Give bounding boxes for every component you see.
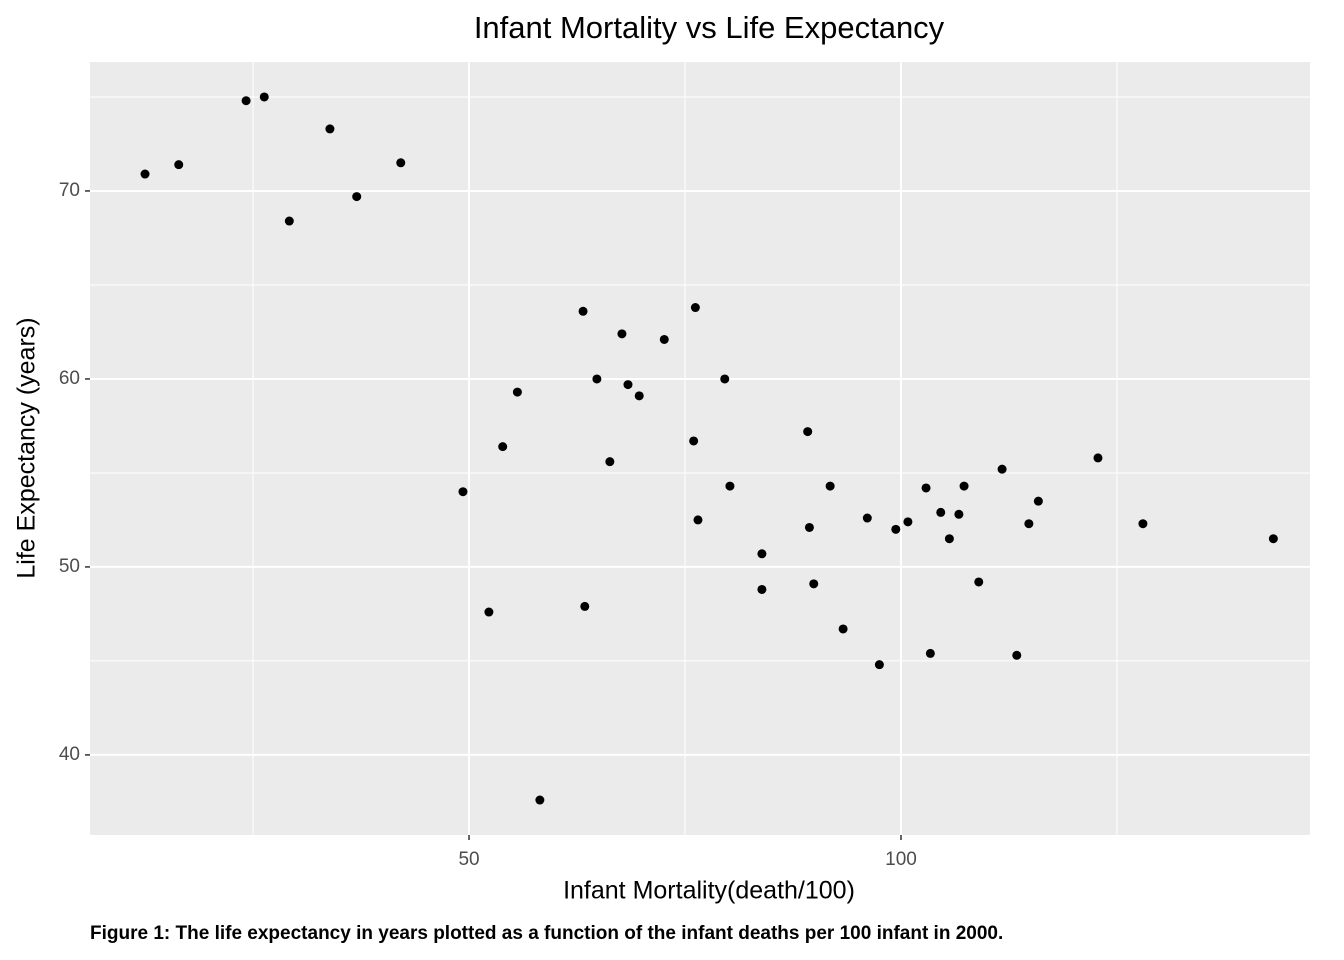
point [974,577,984,587]
y-tick-label: 50 [59,556,80,577]
point [693,515,703,525]
point [498,442,508,452]
point [284,216,294,226]
point [891,524,901,534]
point [512,387,522,397]
x-axis-label: Infant Mortality(death/100) [563,877,855,905]
point [925,648,935,658]
point [903,517,913,527]
point [720,374,730,384]
point [1024,519,1034,529]
chart-title: Infant Mortality vs Life Expectancy [474,10,945,45]
point [174,160,184,170]
point [1268,534,1278,544]
point [259,92,269,102]
point [634,391,644,401]
point [757,549,767,559]
point [140,169,150,179]
x-tick-label: 100 [885,849,917,870]
y-axis-label: Life Expectancy (years) [13,317,41,578]
point [605,457,615,467]
point [592,374,602,384]
point [725,481,735,491]
points [140,92,1278,805]
point [458,487,468,497]
point [944,534,954,544]
y-tick-label: 70 [59,180,80,201]
point [352,192,362,202]
point [825,481,835,491]
point [623,380,633,390]
point [535,795,545,805]
x-tick-label: 50 [458,849,479,870]
point [862,513,872,523]
point [689,436,699,446]
point [804,522,814,532]
caption: Figure 1: The life expectancy in years p… [90,923,1003,944]
y-tick-label: 60 [59,368,80,389]
panel [90,62,1310,835]
point [484,607,494,617]
point [1033,496,1043,506]
point [959,481,969,491]
y-tick-label: 40 [59,744,80,765]
point [921,483,931,493]
point [936,507,946,517]
point [838,624,848,634]
point [325,124,335,134]
point [1012,650,1022,660]
point [659,334,669,344]
point [954,509,964,519]
point [241,96,251,106]
point [1138,519,1148,529]
point [396,158,406,168]
point [1093,453,1103,463]
point [757,584,767,594]
point [803,427,813,437]
point [578,306,588,316]
point [809,579,819,589]
point [997,464,1007,474]
grid [90,62,1310,835]
point [874,660,884,670]
point [617,329,627,339]
point [580,601,590,611]
point [690,303,700,313]
